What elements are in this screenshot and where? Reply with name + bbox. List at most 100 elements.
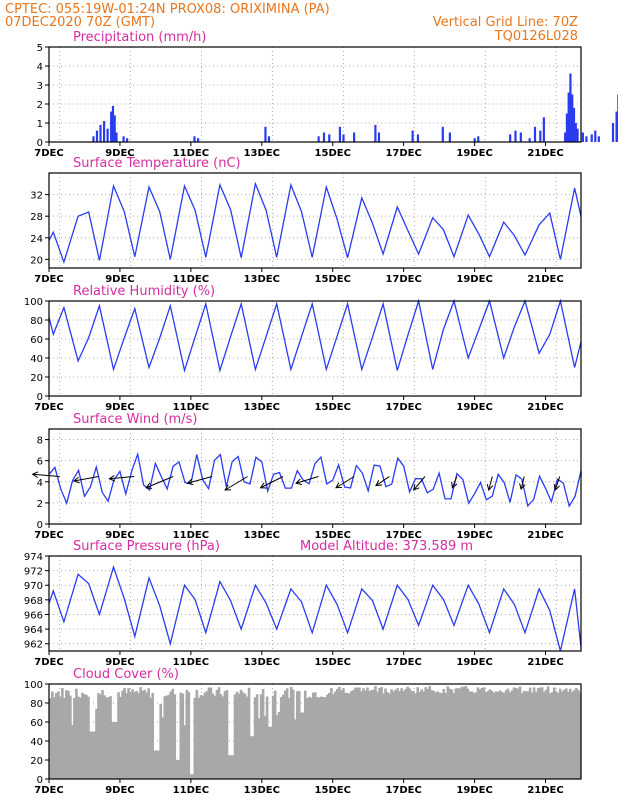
cloud-bar	[370, 690, 373, 779]
cloud-bar	[209, 687, 213, 779]
cloud-ytick-label: 0	[37, 775, 43, 786]
precip-bar	[576, 128, 579, 142]
cloud-bar	[159, 703, 163, 779]
precip-bar	[111, 105, 115, 142]
cloud-bar	[225, 690, 229, 779]
precip-bar	[342, 134, 345, 142]
wind-arrow-head	[295, 478, 303, 485]
cloud-bar	[293, 719, 297, 779]
cloud-bar	[522, 690, 526, 779]
cloud-bar	[173, 694, 177, 779]
cloud-bar	[368, 690, 371, 779]
cloud-bar	[49, 698, 52, 779]
cloud-bar	[149, 697, 152, 779]
cloud-bar	[476, 687, 480, 779]
cloud-bar	[452, 692, 456, 779]
pressure-ytick-label: 970	[24, 581, 43, 592]
cloud-bar	[283, 690, 287, 779]
humidity-ytick-label: 100	[24, 297, 43, 308]
cloud-bar	[307, 696, 311, 779]
cloud-bar	[279, 697, 283, 779]
cloud-bar	[346, 692, 349, 779]
cloud-bar	[454, 688, 458, 779]
cloud-bar	[161, 717, 165, 779]
cloud-bar	[426, 688, 430, 779]
cloud-bar	[281, 694, 285, 779]
cloud-bar	[460, 686, 464, 779]
wind-arrow	[224, 476, 248, 491]
cloud-bar	[568, 688, 572, 779]
cloud-bar	[303, 690, 307, 779]
cloud-bar	[251, 736, 255, 779]
wind-arrow-head	[259, 482, 267, 489]
cloud-bar	[414, 693, 417, 779]
cloud-bar	[71, 724, 74, 779]
cloud-bar	[504, 690, 508, 779]
cloud-bar	[153, 750, 156, 779]
temperature-xtick-label: 21DEC	[527, 274, 563, 285]
cloud-bar	[518, 686, 522, 779]
cloud-bar	[59, 696, 62, 779]
cloud-bar	[320, 696, 323, 779]
temperature-ytick-label: 28	[30, 212, 43, 223]
cloud-bar	[65, 690, 68, 779]
precip-bar	[594, 130, 597, 142]
wind-series-line	[48, 451, 582, 508]
cloud-bar	[121, 690, 124, 779]
wind-arrow	[73, 476, 99, 482]
cloud-bar	[462, 686, 466, 779]
cloud-bar	[380, 687, 383, 779]
cloud-bar	[340, 690, 343, 779]
humidity-frame	[48, 300, 582, 397]
cloud-bar	[145, 692, 148, 779]
precip-bar	[477, 136, 480, 142]
cloud-bar	[424, 687, 428, 779]
cloud-ytick-label: 100	[24, 680, 43, 691]
cloud-bar	[470, 691, 474, 779]
wind-xtick-label: 19DEC	[456, 530, 492, 541]
precip-bar	[377, 132, 381, 142]
cloud-bar	[259, 694, 263, 779]
cloud-bar	[510, 690, 514, 779]
temperature-series-line	[48, 181, 582, 265]
precip-bar	[95, 130, 99, 142]
cloud-bar	[508, 692, 512, 779]
pressure-subtitle: Model Altitude: 373.589 m	[300, 539, 473, 554]
cloud-bar	[444, 692, 448, 779]
cloud-bar	[85, 694, 88, 779]
cloud-bar	[440, 692, 444, 779]
cloud-bar	[332, 694, 335, 779]
cloud-bar	[480, 687, 484, 779]
cloud-frame	[48, 683, 582, 780]
cloud-bar	[400, 688, 403, 779]
cloud-bar	[404, 689, 407, 779]
cloud-bar	[269, 726, 273, 779]
cloud-bar	[181, 693, 185, 779]
cloud-bar	[309, 697, 313, 779]
cloud-bar	[199, 695, 203, 779]
cloud-bar	[253, 697, 257, 779]
precipitation-ytick-label: 4	[37, 62, 43, 73]
cloud-bar	[410, 690, 413, 779]
cloud-bar	[438, 692, 442, 779]
cloud-bar	[93, 731, 96, 779]
cloud-bar	[189, 774, 193, 779]
cloud-bar	[119, 696, 122, 779]
cloud-bar	[87, 696, 90, 779]
cloud-bar	[171, 688, 175, 779]
precip-bar	[122, 136, 125, 142]
precip-bar	[113, 115, 116, 142]
cloud-bar	[552, 687, 556, 779]
cloud-bar	[358, 687, 361, 779]
precip-bar	[92, 136, 95, 142]
cloud-bar	[123, 687, 126, 779]
cloud-bar	[61, 688, 64, 779]
precipitation-xtick-label: 19DEC	[456, 148, 492, 159]
wind-arrow	[109, 476, 135, 480]
cloud-ytick-label: 80	[30, 699, 43, 710]
cloud-bar	[450, 689, 454, 779]
cloud-bar	[334, 691, 337, 779]
cloud-bar	[285, 688, 289, 779]
cloud-bar	[179, 692, 183, 779]
wind-ytick-label: 0	[37, 520, 43, 531]
